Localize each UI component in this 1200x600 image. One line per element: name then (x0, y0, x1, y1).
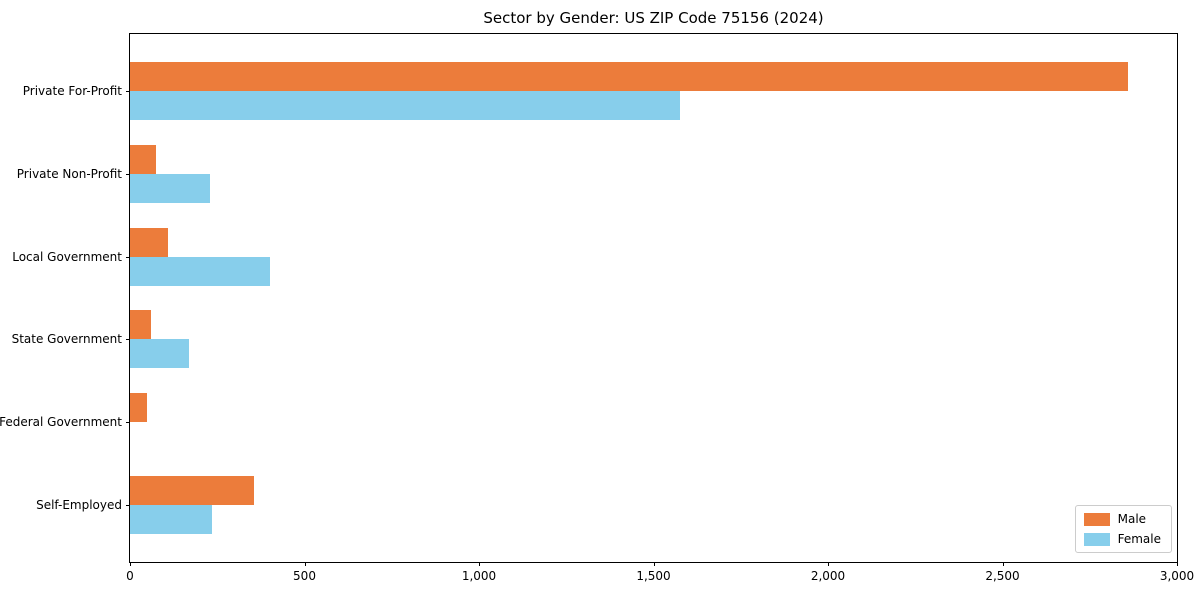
plot-area: Male Female Private For-Profit Private No… (0, 33, 1194, 583)
female-swatch (1083, 532, 1110, 546)
bar-male-private-non-profit (130, 144, 157, 174)
x-tick-label-2500: 2,500 (985, 569, 1020, 583)
bar-female-self-employed (130, 504, 212, 534)
y-tick-label-federal-government: Federal Government (0, 415, 122, 430)
legend: Male Female (1074, 505, 1172, 553)
x-tick-label-1000: 1,000 (461, 569, 497, 583)
y-tick-label-self-employed: Self-Employed (36, 497, 122, 512)
y-tick-label-local-government: Local Government (12, 249, 122, 264)
y-tick-label-state-government: State Government (11, 332, 122, 347)
y-tick-mark (126, 173, 130, 175)
x-tick-label-3000: 3,000 (1159, 569, 1195, 583)
bar-male-self-employed (130, 475, 254, 505)
x-tick-mark (1002, 562, 1004, 566)
x-tick-label-2000: 2,000 (810, 569, 846, 583)
y-tick-mark (126, 422, 130, 424)
x-tick-mark (130, 562, 131, 566)
x-tick-mark (1177, 562, 1178, 566)
y-tick-label-private-non-profit: Private Non-Profit (16, 166, 122, 181)
bar-female-local-government (130, 256, 270, 286)
bar-male-state-government (130, 310, 151, 340)
x-tick-label-1500: 1,500 (636, 569, 671, 583)
bar-female-private-non-profit (130, 173, 211, 203)
y-tick-mark (126, 91, 130, 93)
chart-title: Sector by Gender: US ZIP Code 75156 (202… (483, 9, 824, 27)
x-tick-label-500: 500 (293, 569, 316, 583)
legend-item-female: Female (1083, 532, 1161, 546)
y-tick-mark (126, 504, 130, 506)
bar-female-private-for-profit (130, 91, 680, 121)
x-tick-mark (304, 562, 306, 566)
y-tick-mark (126, 256, 130, 258)
y-tick-mark (126, 339, 130, 341)
bar-male-local-government (130, 227, 169, 257)
bar-male-federal-government (130, 393, 148, 423)
legend-label-female: Female (1117, 532, 1161, 546)
x-tick-mark (479, 562, 480, 566)
x-tick-label-0: 0 (126, 569, 134, 583)
male-swatch (1083, 512, 1110, 526)
legend-item-male: Male (1083, 512, 1161, 526)
x-tick-mark (653, 562, 655, 566)
bar-female-state-government (130, 339, 190, 369)
legend-label-male: Male (1117, 512, 1147, 526)
x-tick-mark (828, 562, 829, 566)
bar-male-private-for-profit (130, 62, 1129, 92)
y-tick-label-private-for-profit: Private For-Profit (22, 84, 122, 99)
